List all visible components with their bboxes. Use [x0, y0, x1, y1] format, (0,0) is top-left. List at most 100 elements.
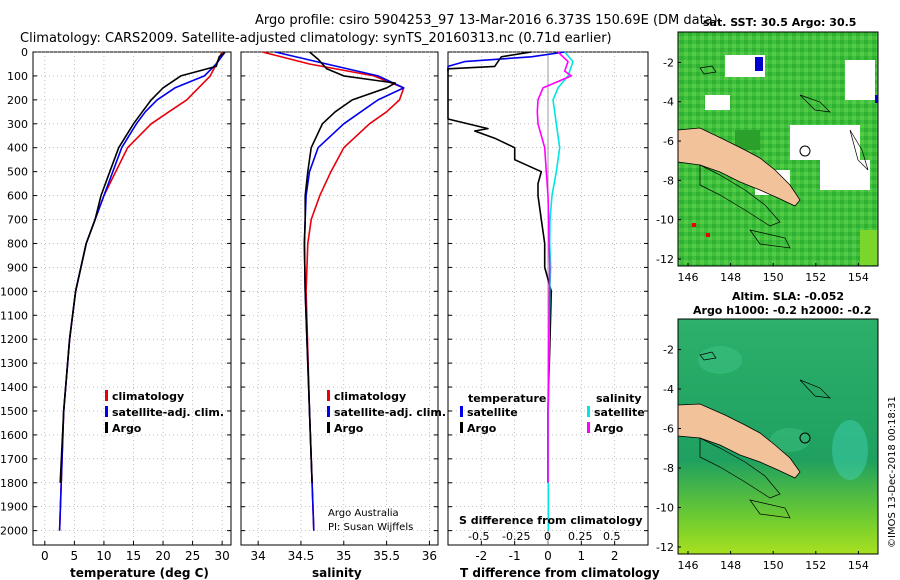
map-lat-label: -10	[656, 501, 674, 514]
x-tick-label: 20	[155, 549, 170, 563]
legend-argo: Argo	[334, 422, 364, 435]
legend-swatch-satellite	[327, 406, 330, 417]
temperature-xlabel: temperature (deg C)	[70, 566, 209, 580]
map-lat-label: -2	[663, 56, 674, 69]
s-tick: 0	[544, 530, 551, 543]
depth-axis: 0 100 200 300 400 500 600 700 800 900 1000 1100 1200…	[0, 46, 28, 538]
s-tick: -0.25	[502, 530, 530, 543]
legend-swatch-climatology	[105, 390, 108, 401]
map-lat-label: -6	[663, 423, 674, 436]
sst-map-axis: -2 -4 -6 -8 -10 -12 146 148 150 152 154	[656, 56, 869, 284]
map-lon-label: 146	[678, 559, 699, 572]
legend-climatology: climatology	[334, 390, 406, 403]
temperature-panel	[32, 51, 232, 546]
sla-map-subtitle: Argo h1000: -0.2 h2000: -0.2	[693, 304, 871, 317]
map-lat-label: -6	[663, 135, 674, 148]
x-tick-label: 34	[250, 549, 265, 563]
depth-tick-label: 500	[7, 166, 28, 179]
x-tick-label: 30	[214, 549, 229, 563]
depth-tick-label: 1500	[0, 405, 28, 418]
sla-map	[677, 318, 879, 555]
salinity-xlabel: salinity	[312, 566, 362, 580]
map-lon-label: 148	[720, 271, 741, 284]
depth-tick-label: 700	[7, 214, 28, 227]
difference-legend: temperature satellite Argo salinity sate…	[460, 392, 645, 435]
argo-position-marker	[799, 432, 811, 444]
legend-swatch-s-argo	[587, 422, 590, 433]
map-lon-label: 152	[805, 271, 826, 284]
map-lat-label: -4	[663, 96, 674, 109]
x-tick-label: 0	[544, 549, 552, 563]
depth-tick-label: 300	[7, 118, 28, 131]
imos-credit: ©IMOS 13-Dec-2018 00:18:31	[887, 396, 898, 548]
credit-pi: PI: Susan Wijffels	[328, 522, 413, 533]
legend-swatch-t-argo	[460, 422, 463, 433]
depth-tick-label: 100	[7, 70, 28, 83]
legend-swatch-t-satellite	[460, 406, 463, 417]
difference-xlabel: T difference from climatology	[460, 566, 660, 580]
series-line-t-argo	[447, 51, 553, 483]
map-lon-label: 152	[805, 559, 826, 572]
legend-s-argo: Argo	[594, 422, 624, 435]
map-lat-label: -8	[663, 174, 674, 187]
legend-argo: Argo	[112, 422, 142, 435]
s-difference-label: S difference from climatology	[459, 514, 643, 527]
map-lon-label: 150	[763, 271, 784, 284]
depth-tick-label: 1000	[0, 285, 28, 298]
sla-map-axis: -2 -4 -6 -8 -10 -12 146 148 150 152 154	[656, 344, 869, 572]
map-lat-label: -2	[663, 344, 674, 357]
x-tick-label: -1	[509, 549, 521, 563]
legend-title-salinity: salinity	[596, 392, 642, 405]
depth-tick-label: 1600	[0, 429, 28, 442]
legend-t-satellite: satellite	[467, 406, 518, 419]
map-lat-label: -10	[656, 214, 674, 227]
map-lon-label: 154	[848, 271, 869, 284]
sst-map-title: sat. SST: 30.5 Argo: 30.5	[703, 16, 856, 29]
x-tick-label: 35.5	[373, 549, 400, 563]
legend-swatch-s-satellite	[587, 406, 590, 417]
map-lat-label: -12	[656, 541, 674, 554]
depth-tick-label: 1200	[0, 333, 28, 346]
depth-tick-label: 1100	[0, 309, 28, 322]
temperature-legend: climatology satellite-adj. clim. Argo	[105, 390, 224, 435]
legend-climatology: climatology	[112, 390, 184, 403]
x-tick-label: 0	[41, 549, 49, 563]
x-tick-label: 5	[71, 549, 79, 563]
x-tick-label: 15	[126, 549, 141, 563]
legend-swatch-climatology	[327, 390, 330, 401]
x-tick-label: 25	[185, 549, 200, 563]
legend-title-temperature: temperature	[468, 392, 546, 405]
header-title: Argo profile: csiro 5904253_97 13-Mar-20…	[255, 13, 718, 28]
s-tick: 0.5	[603, 530, 621, 543]
depth-tick-label: 0	[21, 46, 28, 59]
x-tick-label: 36	[422, 549, 437, 563]
s-tick: -0.5	[468, 530, 489, 543]
credit-argo-australia: Argo Australia	[328, 508, 399, 519]
series-line-argo	[59, 51, 226, 483]
depth-tick-label: 1700	[0, 453, 28, 466]
map-lon-label: 154	[848, 559, 869, 572]
x-tick-label: 10	[96, 549, 111, 563]
s-difference-ticks: -0.5 -0.25 0 0.25 0.5	[468, 530, 621, 543]
series-line-climatology	[262, 51, 405, 531]
depth-tick-label: 600	[7, 190, 28, 203]
map-lon-label: 148	[720, 559, 741, 572]
map-lat-label: -8	[663, 462, 674, 475]
sst-map	[677, 31, 879, 267]
legend-t-argo: Argo	[467, 422, 497, 435]
depth-tick-label: 900	[7, 261, 28, 274]
x-tick-label: 1	[578, 549, 586, 563]
legend-swatch-satellite	[105, 406, 108, 417]
legend-satellite: satellite-adj. clim.	[334, 406, 446, 419]
depth-tick-label: 1400	[0, 381, 28, 394]
sla-map-title: Altim. SLA: -0.052	[732, 290, 844, 303]
depth-tick-label: 200	[7, 94, 28, 107]
x-tick-label: 2	[611, 549, 619, 563]
series-line-argo	[303, 51, 397, 483]
salinity-legend: climatology satellite-adj. clim. Argo	[327, 390, 446, 435]
series-line-satellite-adj-clim-	[275, 51, 405, 531]
map-lon-label: 146	[678, 271, 699, 284]
s-tick: 0.25	[568, 530, 593, 543]
salinity-panel	[240, 51, 439, 546]
